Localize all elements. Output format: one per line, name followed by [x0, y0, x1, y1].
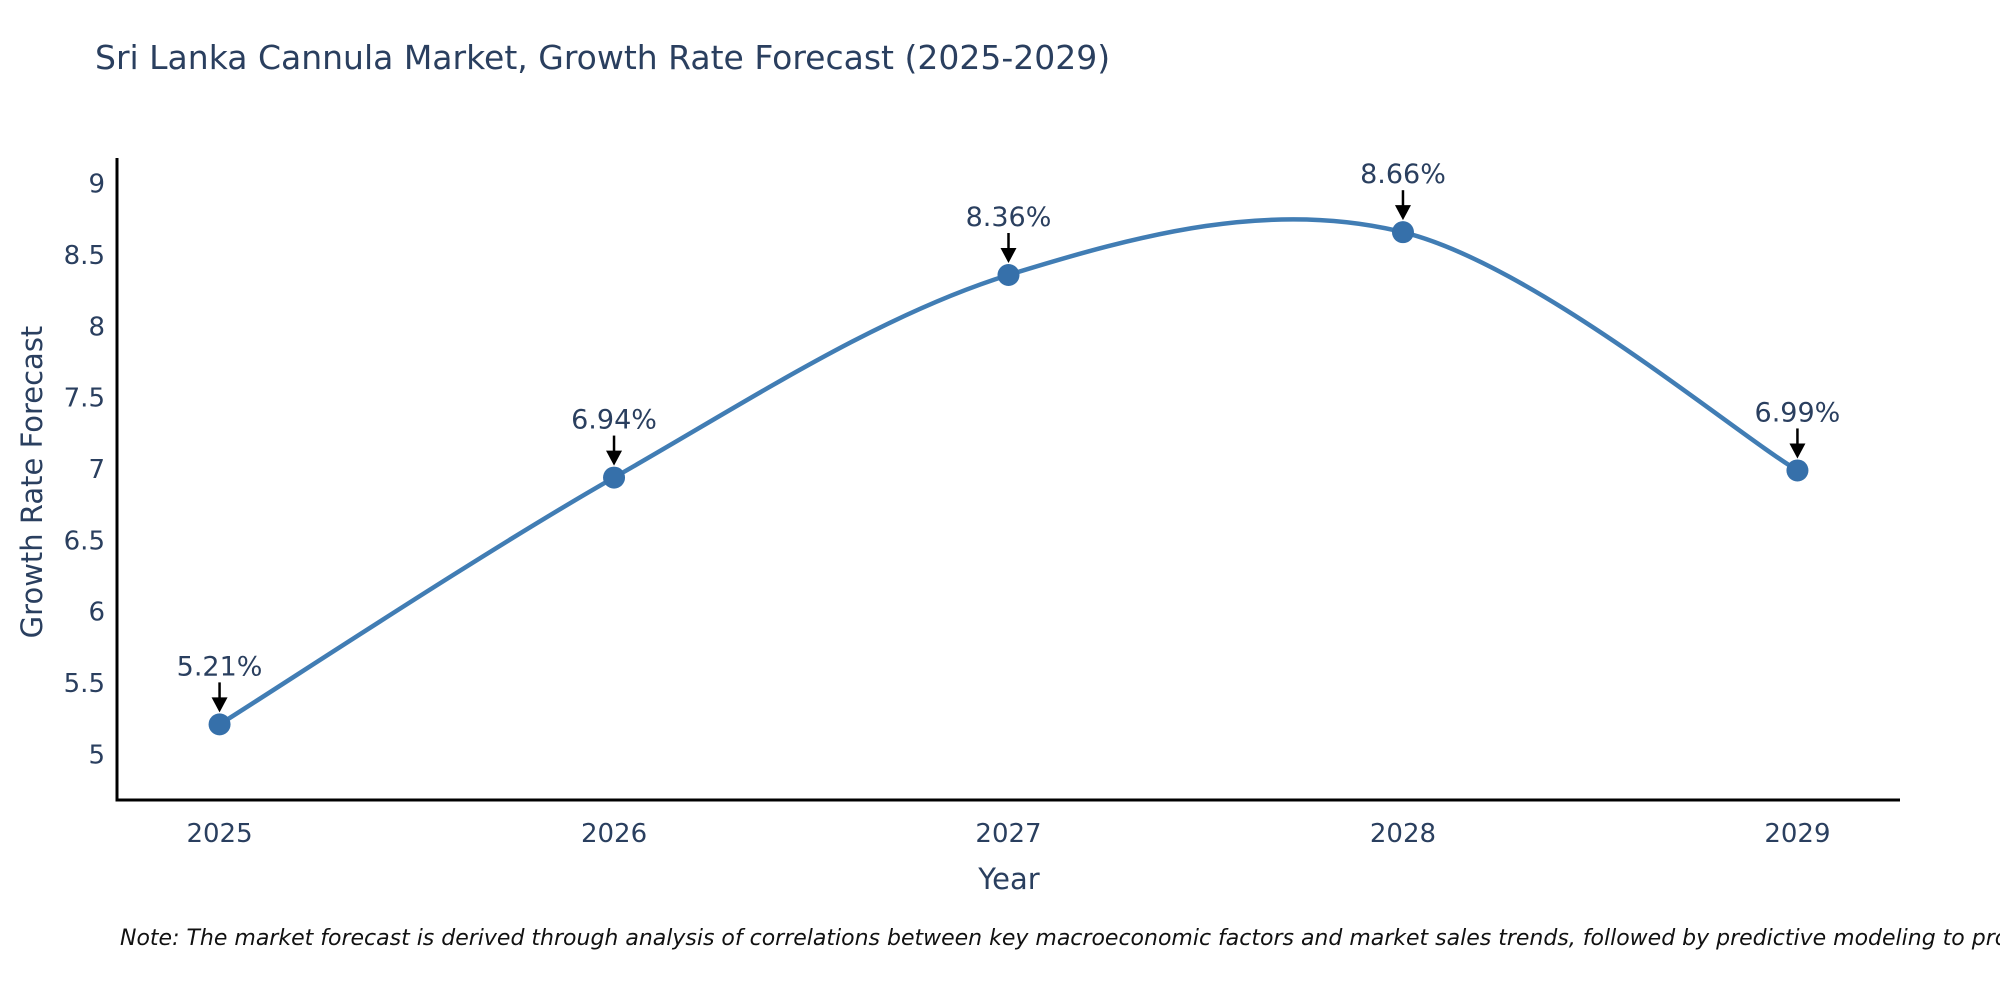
- y-tick-label: 9: [88, 170, 105, 200]
- data-point-marker: [208, 713, 231, 736]
- y-tick-label: 7: [88, 455, 105, 485]
- data-point-marker: [1391, 221, 1414, 244]
- y-tick-label: 5.5: [64, 669, 105, 699]
- x-tick-label: 2027: [975, 819, 1041, 849]
- footnote: Note: The market forecast is derived thr…: [120, 926, 2000, 951]
- y-tick-label: 8.5: [64, 241, 105, 271]
- x-tick-label: 2025: [186, 819, 252, 849]
- x-tick-label: 2026: [581, 819, 647, 849]
- trend-line: [217, 217, 1800, 727]
- annotation-arrow-head: [211, 697, 228, 713]
- annotation-arrow-head: [606, 450, 623, 466]
- y-tick-label: 6.5: [64, 526, 105, 556]
- y-tick-label: 8: [88, 312, 105, 342]
- x-tick-label: 2028: [1370, 819, 1436, 849]
- x-tick-label: 2029: [1764, 819, 1830, 849]
- chart-title: Sri Lanka Cannula Market, Growth Rate Fo…: [95, 38, 1111, 77]
- x-axis-title: Year: [978, 862, 1040, 896]
- y-tick-label: 5: [88, 740, 105, 770]
- axis-lines: [115, 158, 1900, 802]
- data-point-marker: [1786, 459, 1809, 482]
- data-point-marker: [997, 263, 1020, 286]
- data-point-marker: [603, 466, 626, 489]
- annotation-arrow-head: [1000, 247, 1017, 263]
- annotation-label: 6.99%: [1755, 397, 1841, 428]
- annotation-label: 6.94%: [571, 405, 657, 436]
- annotation-label: 8.36%: [966, 202, 1052, 233]
- annotation-arrow-head: [1789, 443, 1806, 459]
- annotation-label: 5.21%: [177, 651, 263, 682]
- annotation-label: 8.66%: [1360, 159, 1446, 190]
- annotation-arrow-head: [1394, 205, 1411, 221]
- y-tick-label: 7.5: [64, 384, 105, 414]
- y-tick-label: 6: [88, 598, 105, 628]
